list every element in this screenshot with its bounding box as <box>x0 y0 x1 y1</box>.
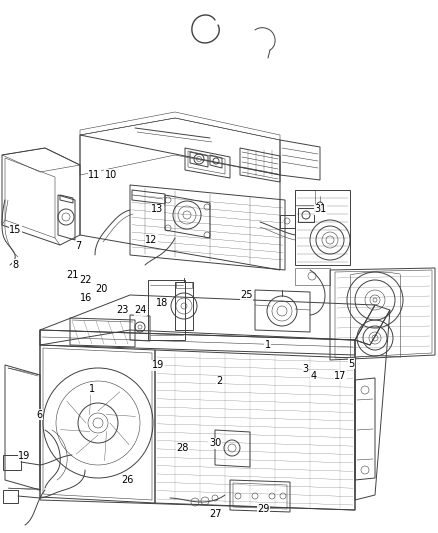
Text: 6: 6 <box>36 410 42 419</box>
Text: 12: 12 <box>145 235 157 245</box>
Text: 7: 7 <box>75 241 81 251</box>
Text: 18: 18 <box>156 298 168 308</box>
Text: 23: 23 <box>116 305 128 315</box>
Text: 31: 31 <box>314 205 326 214</box>
Text: 26: 26 <box>121 475 133 484</box>
Bar <box>3 455 21 470</box>
Text: 20: 20 <box>95 285 107 294</box>
Text: 5: 5 <box>347 359 353 368</box>
Text: 19: 19 <box>152 360 164 370</box>
Text: 1: 1 <box>89 384 95 394</box>
Text: 19: 19 <box>18 451 30 461</box>
Text: 15: 15 <box>9 225 21 235</box>
Text: 4: 4 <box>310 371 316 381</box>
Text: 10: 10 <box>104 170 117 180</box>
Text: 22: 22 <box>79 275 92 285</box>
Text: 13: 13 <box>151 205 163 214</box>
Text: 16: 16 <box>79 294 92 303</box>
Text: 30: 30 <box>208 439 221 448</box>
Bar <box>3 490 18 503</box>
Text: 25: 25 <box>240 290 252 300</box>
Text: 17: 17 <box>333 371 346 381</box>
Text: 11: 11 <box>88 170 100 180</box>
Text: 2: 2 <box>216 376 222 386</box>
Text: 24: 24 <box>134 305 146 315</box>
Text: 21: 21 <box>66 270 78 280</box>
Text: 3: 3 <box>301 364 307 374</box>
Text: 1: 1 <box>264 341 270 350</box>
Text: 29: 29 <box>257 504 269 514</box>
Text: 8: 8 <box>12 260 18 270</box>
Text: 27: 27 <box>208 510 221 519</box>
Text: 28: 28 <box>176 443 188 453</box>
